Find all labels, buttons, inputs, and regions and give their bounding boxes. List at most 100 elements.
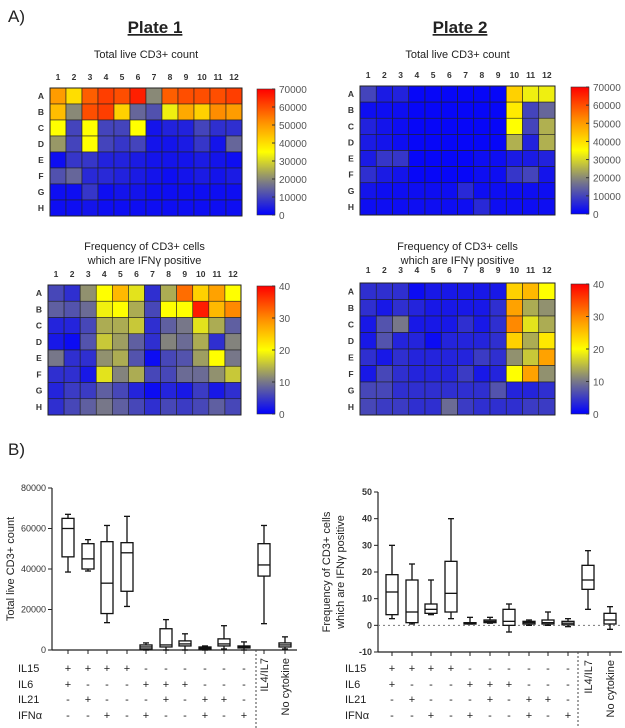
box-iqr: [100, 541, 114, 615]
heatmap-cell: [473, 134, 491, 151]
row-label: F: [348, 369, 353, 379]
heatmap-cell: [440, 166, 458, 184]
heatmap-cell: [505, 117, 523, 135]
factor-mark: -: [105, 694, 109, 706]
heatmap-cell: [408, 85, 426, 103]
heatmap-cell: [375, 198, 393, 216]
heatmap-cell: [208, 349, 226, 367]
heatmap-cell: [457, 198, 475, 216]
factor-mark: -: [410, 679, 414, 691]
heatmap-cell: [193, 87, 211, 105]
column-label: 12: [228, 269, 238, 279]
heatmap-cell: [392, 117, 410, 135]
heatmap-cell: [128, 300, 145, 318]
factor-mark: +: [85, 694, 91, 706]
heatmap-cell: [424, 150, 442, 167]
heatmap-cell: [160, 398, 177, 416]
row-label: D: [348, 137, 354, 147]
factor-mark: +: [389, 679, 395, 691]
row-label: A: [36, 288, 42, 298]
factor-mark: -: [183, 710, 187, 722]
heatmap-cell: [225, 183, 243, 201]
factor-mark: +: [389, 663, 395, 675]
heatmap-cell: [408, 150, 426, 167]
heatmap-cell: [408, 134, 426, 151]
factor-mark: +: [448, 663, 454, 675]
heatmap-border: [47, 284, 242, 416]
panel-b-label: B): [8, 440, 25, 459]
heatmap-cell: [65, 151, 83, 169]
colorbar-tick-label: 50000: [279, 121, 307, 132]
colorbar-tick-label: 20000: [279, 175, 307, 186]
heatmap-cell: [81, 135, 99, 153]
column-label: 4: [104, 72, 109, 82]
factor-mark: +: [487, 679, 493, 691]
heatmap-cell: [473, 381, 491, 399]
heatmap-cell: [176, 382, 194, 400]
heatmap-cell: [97, 199, 115, 217]
row-label: B: [36, 304, 42, 314]
heatmap-cell: [522, 365, 540, 383]
heatmap-cell: [97, 183, 115, 201]
factor-mark: -: [429, 679, 433, 691]
heatmap-cell: [49, 199, 67, 217]
factor-mark: -: [390, 710, 394, 722]
factor-mark: -: [566, 679, 570, 691]
row-label: D: [38, 139, 44, 149]
group-label: IL4/IL7: [259, 658, 271, 692]
heatmap-cell: [392, 315, 410, 333]
heatmap-cell: [440, 150, 458, 167]
box-6: [159, 618, 173, 651]
column-label: 9: [496, 70, 501, 80]
heatmap-cell: [144, 365, 161, 383]
heatmap-cell: [359, 381, 377, 399]
heatmap-cell: [209, 87, 227, 105]
heatmap-cell: [392, 150, 410, 167]
heatmap-cell: [81, 103, 99, 121]
heatmap-cell: [538, 198, 556, 216]
heatmap-cell: [97, 135, 115, 153]
heatmap-cell: [144, 333, 161, 351]
row-label: E: [348, 352, 354, 362]
heatmap-cell: [161, 183, 179, 201]
y-tick-label: 10: [362, 594, 372, 604]
heatmap-cell: [505, 315, 523, 333]
heatmap-cell: [79, 349, 97, 367]
y-tick-label: 30: [362, 540, 372, 550]
box-10: [561, 618, 575, 628]
heatmap-cell: [489, 150, 507, 167]
heatmap-cell: [375, 85, 393, 103]
heatmap-cell: [113, 167, 131, 185]
factor-mark: -: [566, 694, 570, 706]
heatmap-cell: [489, 85, 507, 103]
factor-mark: -: [144, 694, 148, 706]
heatmap-cell: [144, 300, 161, 318]
heatmap-cell: [457, 381, 475, 399]
factor-mark: -: [86, 679, 90, 691]
heatmap-cell: [424, 101, 442, 119]
heatmap-cell: [522, 381, 540, 399]
heatmap-cell: [81, 87, 99, 105]
factor-mark: -: [507, 694, 511, 706]
heatmap-cell: [424, 348, 442, 366]
heatmap-cell: [440, 348, 458, 366]
row-label: D: [36, 337, 42, 347]
heatmap-cell: [375, 365, 393, 383]
heatmap-cell: [112, 317, 129, 335]
factor-mark: -: [429, 694, 433, 706]
heatmap-cell: [49, 151, 67, 169]
heatmap-cell: [193, 119, 211, 137]
factor-mark: -: [86, 710, 90, 722]
heatmap-cell: [47, 398, 65, 416]
row-label: H: [348, 202, 354, 212]
heatmap-cell: [522, 398, 540, 416]
y-tick-label: -10: [359, 647, 372, 657]
heatmap-cell: [113, 103, 131, 121]
heatmap-cell: [95, 349, 113, 367]
heatmap-cell: [128, 317, 145, 335]
box-12: [278, 636, 292, 650]
heatmap-cell: [408, 282, 426, 300]
y-tick-label: 50: [362, 487, 372, 497]
factor-mark: -: [203, 663, 207, 675]
